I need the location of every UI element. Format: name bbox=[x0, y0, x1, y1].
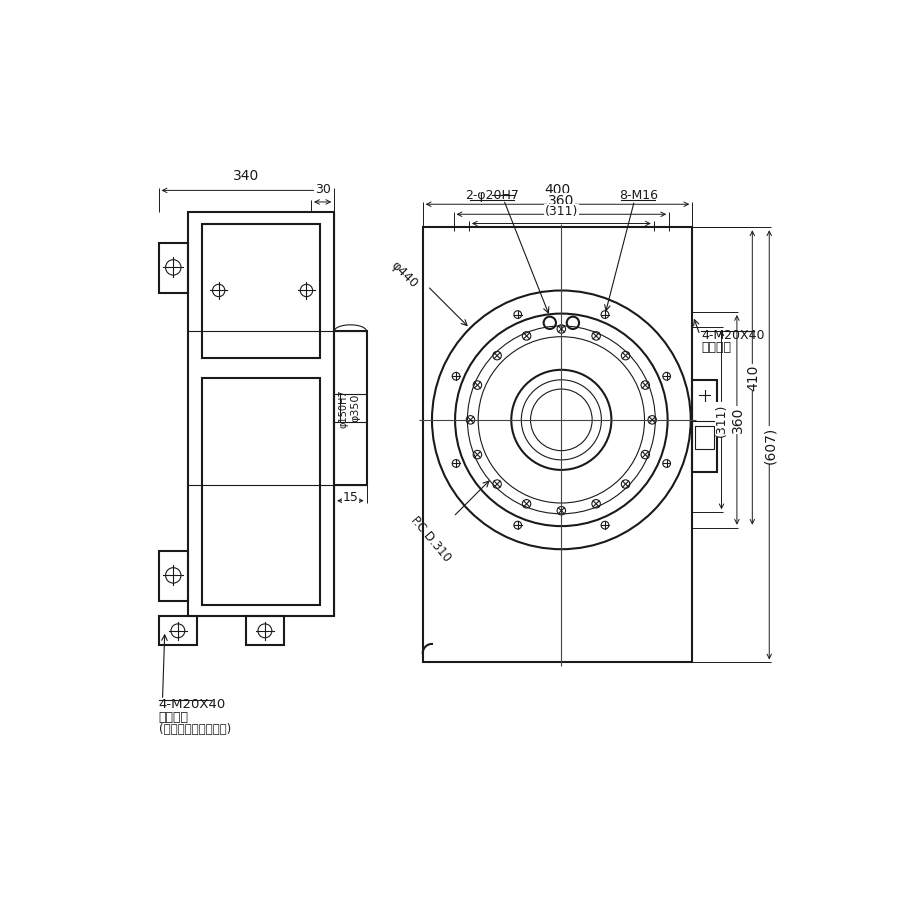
Bar bbox=[202, 223, 320, 358]
Bar bbox=[246, 616, 284, 645]
Text: φ150H7: φ150H7 bbox=[338, 389, 348, 428]
Text: (左側面とピッチ同一): (左側面とピッチ同一) bbox=[158, 723, 231, 736]
Text: (311): (311) bbox=[544, 205, 578, 218]
Text: 340: 340 bbox=[233, 169, 259, 184]
Text: (311): (311) bbox=[716, 403, 728, 436]
Bar bbox=[158, 551, 188, 601]
Text: 400: 400 bbox=[544, 184, 571, 197]
Text: 8-M16: 8-M16 bbox=[619, 188, 658, 202]
Text: 15: 15 bbox=[342, 491, 358, 504]
Text: 360: 360 bbox=[731, 407, 745, 433]
Bar bbox=[158, 243, 188, 292]
Text: 30: 30 bbox=[315, 183, 330, 196]
Bar bbox=[188, 212, 334, 616]
Bar bbox=[692, 380, 717, 473]
Text: 4-M20X40: 4-M20X40 bbox=[158, 698, 226, 711]
Bar bbox=[423, 228, 692, 662]
Text: φ440: φ440 bbox=[389, 258, 420, 291]
Text: 4-M20X40: 4-M20X40 bbox=[701, 328, 765, 342]
Text: P.C.D.310: P.C.D.310 bbox=[407, 514, 453, 565]
Bar bbox=[202, 377, 320, 605]
Bar bbox=[334, 331, 366, 485]
Text: 410: 410 bbox=[746, 364, 760, 391]
Bar bbox=[696, 426, 714, 449]
Text: (607): (607) bbox=[763, 427, 777, 464]
Text: φ350: φ350 bbox=[351, 394, 361, 422]
Text: 据付け用: 据付け用 bbox=[158, 711, 189, 724]
Text: 360: 360 bbox=[548, 194, 574, 208]
Text: 据付け用: 据付け用 bbox=[701, 341, 732, 354]
Text: 2-φ20H7: 2-φ20H7 bbox=[465, 188, 519, 202]
Bar bbox=[158, 616, 197, 645]
